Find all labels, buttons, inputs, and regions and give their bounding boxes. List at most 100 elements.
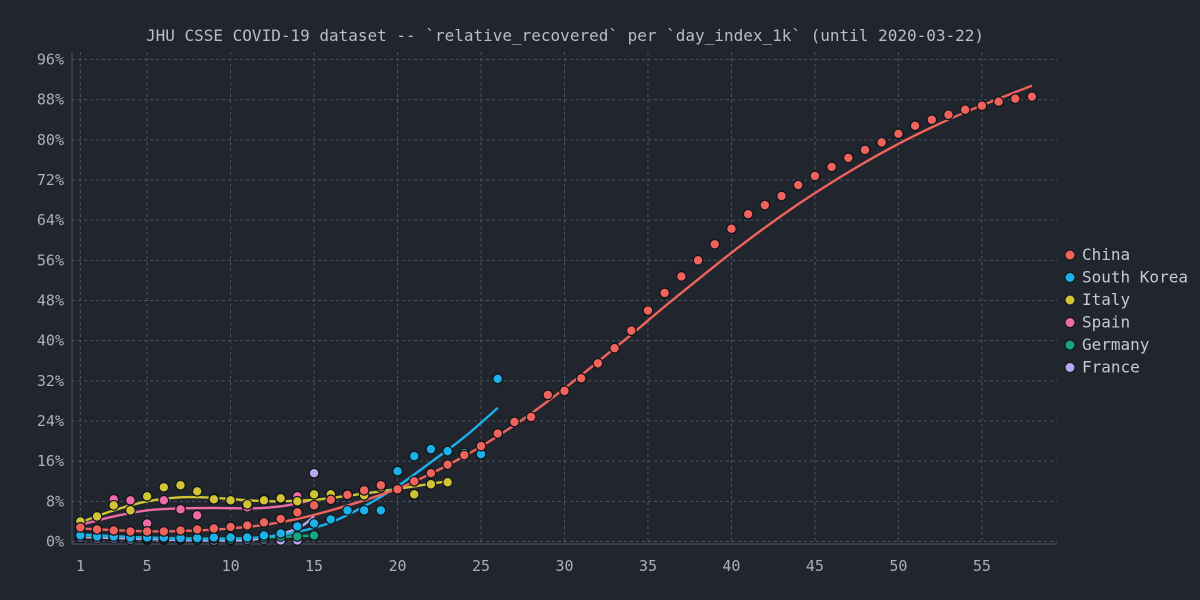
point-south-korea — [291, 521, 303, 532]
point-china — [726, 223, 737, 235]
point-south-korea — [442, 445, 454, 457]
point-china — [575, 372, 587, 384]
point-italy — [91, 510, 103, 522]
point-spain — [158, 494, 170, 506]
point-china — [425, 467, 437, 479]
point-china — [275, 513, 287, 525]
point-china — [175, 525, 186, 536]
point-china — [909, 120, 921, 132]
point-china — [208, 523, 220, 534]
legend-label-germany: Germany — [1082, 335, 1150, 354]
legend-marker-germany — [1064, 339, 1076, 351]
x-tick-label: 20 — [389, 557, 407, 575]
y-tick-label: 16% — [37, 452, 64, 470]
point-china — [158, 526, 170, 537]
legend-marker-china — [1064, 249, 1076, 261]
point-china — [859, 144, 871, 156]
point-china — [809, 170, 821, 182]
point-china — [692, 254, 704, 266]
point-south-korea — [408, 450, 420, 462]
y-tick-label: 32% — [37, 372, 64, 390]
chart-title: JHU CSSE COVID-19 dataset -- `relative_r… — [146, 26, 984, 45]
point-china — [759, 199, 771, 211]
point-china — [291, 506, 303, 518]
point-china — [458, 449, 470, 461]
point-china — [375, 479, 387, 491]
point-china — [642, 305, 654, 316]
y-tick-label: 48% — [37, 292, 64, 310]
y-tick-label: 24% — [37, 412, 64, 430]
x-tick-label: 55 — [973, 557, 991, 575]
point-china — [993, 96, 1004, 108]
point-china — [542, 389, 554, 401]
x-tick-label: 1 — [76, 557, 85, 575]
point-china — [74, 522, 86, 533]
point-china — [342, 489, 353, 501]
point-south-korea — [275, 528, 287, 539]
point-italy — [442, 476, 454, 488]
point-italy — [308, 488, 320, 500]
point-china — [191, 524, 203, 535]
point-china — [525, 411, 537, 423]
point-china — [976, 100, 988, 112]
x-tick-label: 35 — [639, 557, 657, 575]
x-tick-label: 40 — [722, 557, 740, 575]
grid — [72, 52, 1057, 544]
fit-line-china — [80, 84, 1033, 533]
point-italy — [425, 478, 437, 490]
point-china — [943, 109, 954, 121]
point-germany — [291, 531, 303, 542]
point-china — [792, 179, 804, 191]
point-italy — [175, 479, 186, 491]
y-tick-label: 72% — [37, 171, 64, 189]
point-china — [1009, 93, 1021, 105]
point-china — [325, 494, 337, 506]
point-spain — [175, 503, 186, 515]
point-china — [1026, 91, 1038, 103]
point-china — [609, 342, 620, 354]
point-italy — [208, 493, 220, 505]
legend-label-spain: Spain — [1082, 313, 1130, 332]
axes: 0%8%16%24%32%40%48%56%64%72%80%88%96%1 5 1… — [37, 51, 1057, 575]
point-spain — [191, 509, 203, 521]
legend-label-italy: Italy — [1082, 290, 1131, 309]
point-italy — [241, 498, 253, 510]
point-south-korea — [241, 532, 253, 543]
point-china — [876, 136, 888, 148]
point-germany — [308, 530, 320, 541]
x-tick-label: 5 — [143, 557, 152, 575]
point-south-korea — [392, 465, 403, 477]
legend-label-south-korea: South Korea — [1082, 268, 1188, 287]
point-south-korea — [308, 518, 320, 529]
point-china — [892, 128, 904, 140]
legend-marker-south-korea — [1064, 272, 1076, 283]
point-china — [358, 484, 370, 496]
point-italy — [158, 481, 170, 493]
point-south-korea — [358, 504, 370, 516]
point-italy — [141, 490, 153, 502]
point-china — [125, 526, 136, 537]
point-china — [926, 114, 938, 126]
x-tick-label: 50 — [889, 557, 907, 575]
x-tick-label: 45 — [806, 557, 824, 575]
point-china — [108, 525, 120, 536]
point-china — [742, 208, 754, 220]
legend-label-china: China — [1082, 245, 1130, 264]
legend-marker-spain — [1064, 317, 1076, 328]
point-china — [308, 499, 320, 511]
point-china — [492, 428, 504, 439]
y-tick-label: 88% — [37, 91, 64, 109]
point-china — [776, 190, 787, 202]
point-china — [91, 524, 103, 535]
legend-marker-italy — [1064, 294, 1076, 306]
point-china — [475, 440, 487, 452]
y-tick-label: 80% — [37, 131, 64, 149]
y-tick-label: 56% — [37, 251, 64, 269]
y-tick-label: 40% — [37, 332, 64, 350]
point-china — [659, 287, 671, 299]
point-south-korea — [208, 532, 220, 543]
point-china — [559, 385, 570, 397]
point-italy — [225, 494, 237, 506]
y-tick-label: 8% — [46, 492, 64, 510]
